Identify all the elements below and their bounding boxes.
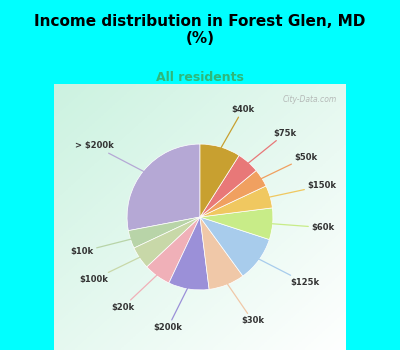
Text: $40k: $40k [219,105,254,151]
Wedge shape [200,155,256,217]
Text: $75k: $75k [245,129,297,166]
Wedge shape [147,217,200,283]
Text: $10k: $10k [71,238,135,256]
Text: $200k: $200k [154,285,189,332]
Wedge shape [134,217,200,267]
Wedge shape [200,208,273,239]
Text: City-Data.com: City-Data.com [283,94,337,104]
Wedge shape [169,217,209,290]
Wedge shape [200,144,239,217]
Text: $30k: $30k [225,281,264,325]
Text: Income distribution in Forest Glen, MD
(%): Income distribution in Forest Glen, MD (… [34,14,366,46]
Wedge shape [200,217,269,276]
Text: $100k: $100k [79,256,143,284]
Wedge shape [127,144,200,231]
Wedge shape [200,186,272,217]
Text: $125k: $125k [256,257,319,287]
Wedge shape [200,170,266,217]
Wedge shape [128,217,200,248]
Text: $150k: $150k [266,181,336,198]
Text: All residents: All residents [156,71,244,84]
Text: $60k: $60k [268,223,334,232]
Text: $20k: $20k [111,273,160,312]
Wedge shape [200,217,243,289]
Text: > $200k: > $200k [75,141,147,173]
Text: $50k: $50k [258,153,317,180]
